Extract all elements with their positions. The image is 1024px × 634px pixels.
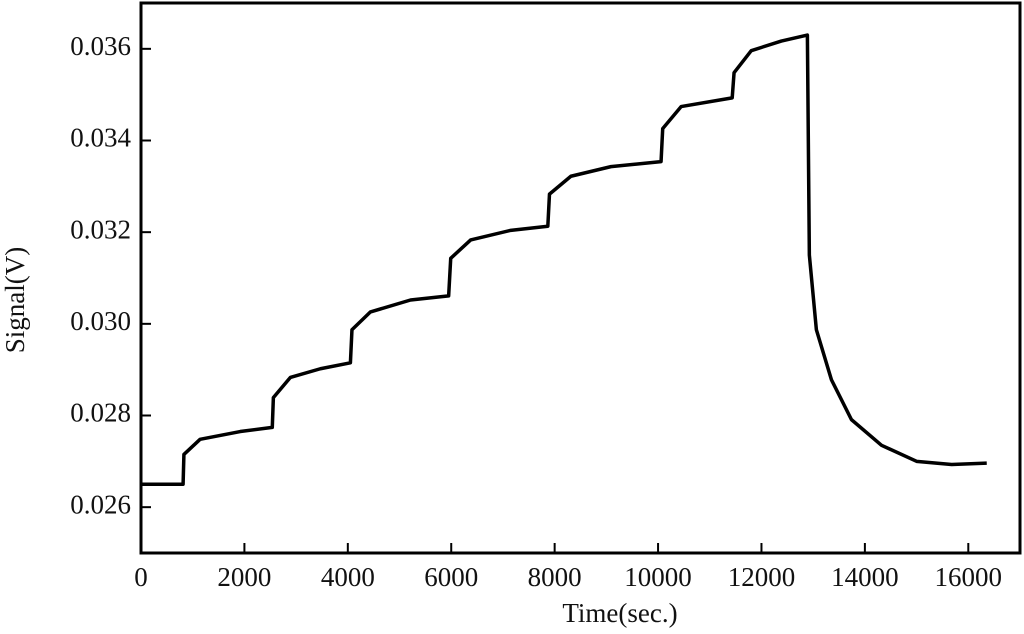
x-tick-label: 8000: [528, 562, 582, 592]
x-tick-label: 14000: [831, 562, 899, 592]
y-axis-label: Signal(V): [0, 247, 30, 353]
x-tick-label: 4000: [321, 562, 375, 592]
x-tick-label: 16000: [935, 562, 1003, 592]
plot-frame: [139, 1, 1022, 555]
y-tick-label: 0.036: [70, 31, 131, 61]
y-tick-label: 0.028: [70, 398, 131, 428]
y-tick-label: 0.032: [70, 214, 131, 244]
data-line: [141, 33, 987, 486]
x-tick-label: 0: [134, 562, 148, 592]
y-tick-label: 0.026: [70, 489, 131, 519]
y-tick-label: 0.030: [70, 306, 131, 336]
x-tick-label: 6000: [424, 562, 478, 592]
x-tick-label: 2000: [217, 562, 271, 592]
x-axis-label: Time(sec.): [562, 598, 677, 628]
x-tick-label: 10000: [624, 562, 692, 592]
x-tick-label: 12000: [728, 562, 796, 592]
y-tick-label: 0.034: [70, 123, 131, 153]
